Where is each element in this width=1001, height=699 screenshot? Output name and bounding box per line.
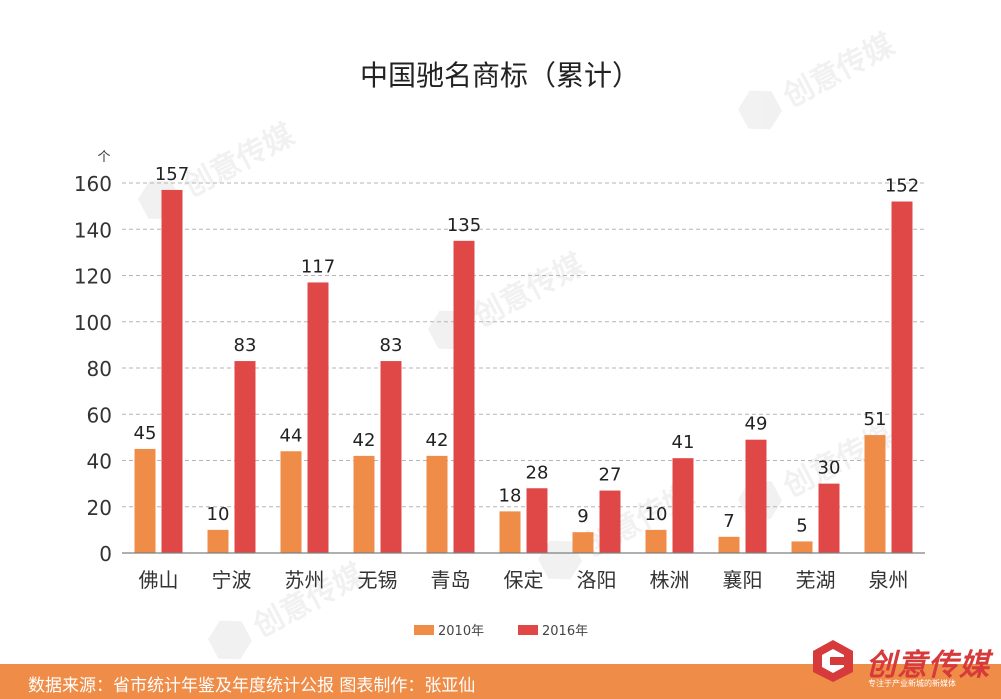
bar [453,240,475,553]
watermark-text: 创意传媒 [777,27,901,115]
data-label: 28 [526,462,549,483]
bar [353,455,375,553]
x-tick-label: 苏州 [285,568,325,592]
bar [234,361,256,553]
bar [280,451,302,553]
bar [307,282,329,553]
legend-label: 2010年 [438,624,484,639]
data-label: 51 [864,409,887,430]
bar [207,529,229,553]
watermark-logo-icon [538,540,582,580]
bar [526,488,548,553]
data-label: 41 [672,432,695,453]
data-label: 49 [745,414,768,435]
data-label: 44 [280,425,303,446]
bar [426,455,448,553]
data-label: 5 [796,515,807,536]
bar [864,435,886,553]
legend-swatch [414,625,434,635]
legend-swatch [518,625,538,635]
x-tick-label: 襄阳 [723,568,763,592]
bar [380,361,402,553]
data-label: 83 [234,335,257,356]
y-tick-label: 160 [74,172,112,196]
brand-logo-icon [813,640,853,682]
y-axis-ticks: 0 20 40 60 80 100 120 140 160 [74,172,112,566]
bar [161,189,183,553]
data-label: 117 [301,256,335,277]
data-label: 42 [426,430,449,451]
y-tick-label: 120 [74,265,112,289]
x-tick-label: 保定 [504,568,544,592]
x-tick-label: 株洲 [650,568,690,592]
y-axis-unit: 个 [97,150,110,165]
y-tick-label: 140 [74,218,112,242]
bar [891,201,913,553]
y-tick-label: 40 [87,450,112,474]
watermark-logo-icon [208,620,252,660]
bar [745,439,767,553]
data-label: 42 [353,430,376,451]
y-tick-label: 80 [87,357,112,381]
watermark-text: 创意传媒 [177,117,301,205]
y-tick-label: 100 [74,311,112,335]
bar [718,536,740,553]
data-label: 152 [885,176,919,197]
bar [645,529,667,553]
bar [818,483,840,553]
x-tick-label: 佛山 [139,568,179,592]
chart-title: 中国驰名商标（累计） [360,59,640,92]
x-tick-label: 芜湖 [796,568,836,592]
watermark-logo-icon [738,90,782,130]
data-label: 18 [499,485,522,506]
y-tick-label: 20 [87,496,112,520]
data-label: 27 [599,465,622,486]
watermark: 创意传媒 [428,247,591,350]
data-label: 157 [155,164,189,185]
y-tick-label: 60 [87,403,112,427]
legend-label: 2016年 [542,624,588,639]
gridlines [122,182,925,508]
x-axis-labels: 佛山 宁波 苏州 无锡 青岛 保定 洛阳 株洲 襄阳 芜湖 泉州 [139,568,909,592]
brand-name: 创意传媒 [866,648,990,683]
bar [499,511,521,553]
y-tick-label: 0 [99,542,112,566]
data-label: 135 [447,215,481,236]
bar [672,458,694,553]
data-label: 10 [207,504,230,525]
bar [134,448,156,553]
bar [791,541,813,553]
data-label: 45 [134,423,157,444]
brand-tagline: 专注于产业新城的新媒体 [868,679,956,688]
data-label: 83 [380,335,403,356]
watermark: 创意传媒 [738,27,901,130]
x-tick-label: 青岛 [431,568,471,592]
bar [599,490,621,553]
footer-source: 数据来源：省市统计年鉴及年度统计公报 图表制作：张亚仙 [28,676,476,696]
data-label: 10 [645,504,668,525]
data-label: 30 [818,458,841,479]
x-tick-label: 无锡 [358,568,398,592]
x-tick-label: 泉州 [869,568,909,592]
bar [572,532,594,553]
legend: 2010年 2016年 [414,624,588,639]
data-label: 7 [723,511,734,532]
x-tick-label: 宁波 [212,568,252,592]
x-tick-label: 洛阳 [577,568,617,592]
data-label: 9 [577,506,588,527]
